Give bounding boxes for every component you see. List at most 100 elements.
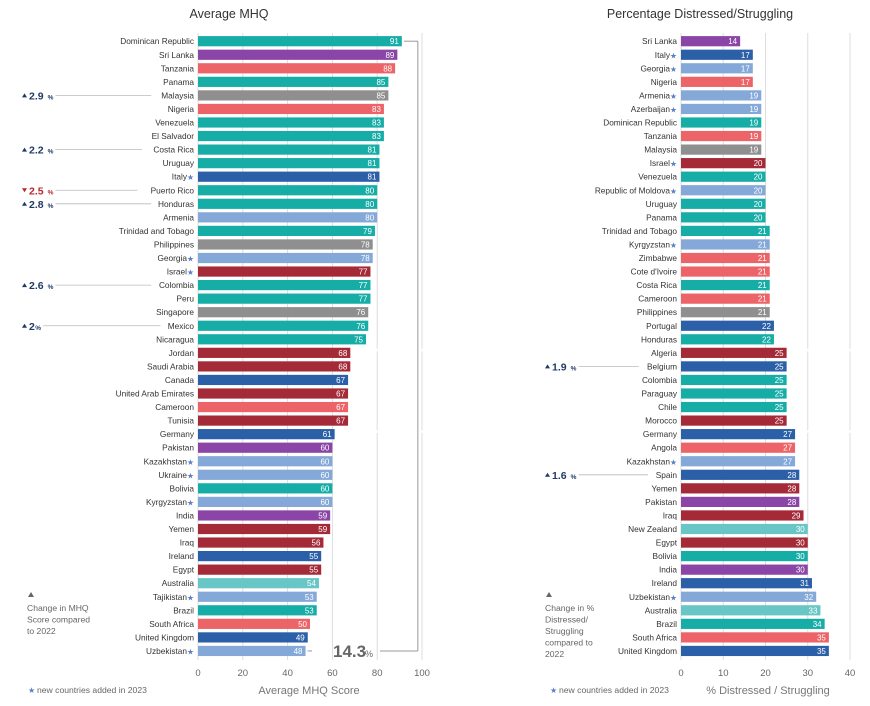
bar-value-label: 55 bbox=[309, 552, 318, 561]
bar-value-label: 68 bbox=[338, 349, 347, 358]
category-label: Australia bbox=[162, 578, 195, 588]
bar bbox=[681, 130, 762, 142]
new-country-star: ★ bbox=[187, 268, 194, 277]
bar bbox=[681, 76, 753, 87]
bar-value-label: 67 bbox=[336, 390, 345, 399]
bar bbox=[681, 632, 829, 643]
category-label: Cote d'Ivoire bbox=[631, 267, 678, 277]
category-label: Georgia bbox=[157, 253, 187, 263]
bar-value-label: 81 bbox=[368, 159, 377, 168]
bar-value-label: 29 bbox=[792, 511, 801, 520]
bar bbox=[681, 483, 800, 494]
bar-value-label: 21 bbox=[758, 281, 767, 290]
bar-value-label: 81 bbox=[368, 173, 377, 182]
category-label: Singapore bbox=[156, 307, 194, 317]
bar bbox=[681, 36, 741, 47]
category-label: Yemen bbox=[168, 524, 194, 534]
bar-value-label: 25 bbox=[775, 362, 784, 371]
x-tick-label: 20 bbox=[238, 668, 249, 679]
new-country-star: ★ bbox=[187, 173, 194, 182]
bar-value-label: 21 bbox=[758, 227, 767, 236]
bar-value-label: 19 bbox=[749, 105, 758, 114]
bar-value-label: 25 bbox=[775, 390, 784, 399]
category-label: Nigeria bbox=[651, 77, 678, 87]
category-label: South Africa bbox=[632, 632, 677, 642]
bar bbox=[198, 483, 333, 494]
bar bbox=[681, 415, 787, 426]
bar bbox=[681, 212, 766, 223]
bar-value-label: 32 bbox=[804, 593, 813, 602]
category-label: Dominican Republic bbox=[603, 118, 677, 128]
bar bbox=[681, 605, 821, 616]
bar-value-label: 25 bbox=[775, 403, 784, 412]
increase-triangle-icon bbox=[22, 93, 27, 98]
bar bbox=[681, 361, 787, 372]
category-label: Canada bbox=[165, 375, 194, 385]
new-country-star: ★ bbox=[187, 647, 194, 656]
bar-value-label: 49 bbox=[296, 633, 305, 642]
category-label: Uzbekistan bbox=[629, 592, 670, 602]
bar bbox=[198, 90, 389, 101]
bar bbox=[198, 320, 369, 331]
bar bbox=[681, 537, 808, 548]
bar-value-label: 19 bbox=[749, 119, 758, 128]
category-label: Iraq bbox=[663, 510, 678, 520]
bar bbox=[198, 171, 380, 182]
new-country-star: ★ bbox=[670, 458, 677, 467]
category-label: Portugal bbox=[646, 321, 677, 331]
bar-value-label: 60 bbox=[320, 457, 329, 466]
bar-value-label: 30 bbox=[796, 552, 805, 561]
category-label: Panama bbox=[163, 77, 194, 87]
change-unit: % bbox=[571, 365, 577, 372]
distressed-struggling-chart: Percentage Distressed/Struggling 0 10 20 30 4… bbox=[545, 7, 856, 697]
legend-star-icon: ★ bbox=[28, 686, 35, 695]
bar-value-label: 21 bbox=[758, 268, 767, 277]
bar bbox=[198, 198, 378, 209]
bar-value-label: 35 bbox=[817, 647, 826, 656]
bar bbox=[681, 280, 770, 291]
change-note-line: Change in MHQ bbox=[27, 603, 89, 613]
bar-value-label: 20 bbox=[754, 173, 763, 182]
category-label: Kyrgyzstan bbox=[629, 239, 670, 249]
category-label: Spain bbox=[656, 470, 678, 480]
bar-value-label: 88 bbox=[383, 64, 392, 73]
bar-value-label: 81 bbox=[368, 146, 377, 155]
new-country-star: ★ bbox=[670, 241, 677, 250]
bar-value-label: 33 bbox=[809, 606, 818, 615]
bar bbox=[681, 49, 753, 60]
bar-value-label: 60 bbox=[320, 498, 329, 507]
bar-value-label: 67 bbox=[336, 403, 345, 412]
bar-value-label: 80 bbox=[365, 200, 374, 209]
change-unit: % bbox=[48, 284, 54, 291]
category-label: Kazakhstan bbox=[627, 456, 671, 466]
category-label: Germany bbox=[160, 429, 195, 439]
bar-value-label: 59 bbox=[318, 525, 327, 534]
category-label: Azerbaijan bbox=[631, 104, 671, 114]
bar bbox=[681, 578, 812, 589]
category-label: Angola bbox=[651, 443, 677, 453]
category-label: Bolivia bbox=[170, 483, 195, 493]
bar-value-label: 68 bbox=[338, 362, 347, 371]
bar bbox=[681, 564, 808, 575]
bar bbox=[198, 591, 317, 602]
bar-value-label: 79 bbox=[363, 227, 372, 236]
bar bbox=[681, 252, 770, 264]
bar bbox=[198, 551, 322, 562]
bar bbox=[681, 374, 787, 386]
new-countries-legend: new countries added in 2023 bbox=[37, 685, 147, 695]
x-axis-label: % Distressed / Struggling bbox=[706, 685, 830, 697]
category-label: New Zealand bbox=[628, 524, 677, 534]
bar-value-label: 50 bbox=[298, 620, 307, 629]
bar bbox=[681, 90, 762, 101]
bar bbox=[198, 158, 380, 169]
category-label: Trinidad and Tobago bbox=[602, 226, 678, 236]
increase-triangle-icon bbox=[22, 283, 27, 288]
category-label: Puerto Rico bbox=[151, 185, 195, 195]
bar-value-label: 19 bbox=[749, 132, 758, 141]
x-tick-label: 10 bbox=[718, 668, 729, 679]
category-label: Ireland bbox=[169, 551, 195, 561]
bar-value-label: 30 bbox=[796, 539, 805, 548]
chart-title: Average MHQ bbox=[190, 7, 269, 21]
bar bbox=[198, 239, 373, 250]
category-label: Trinidad and Tobago bbox=[119, 226, 195, 236]
